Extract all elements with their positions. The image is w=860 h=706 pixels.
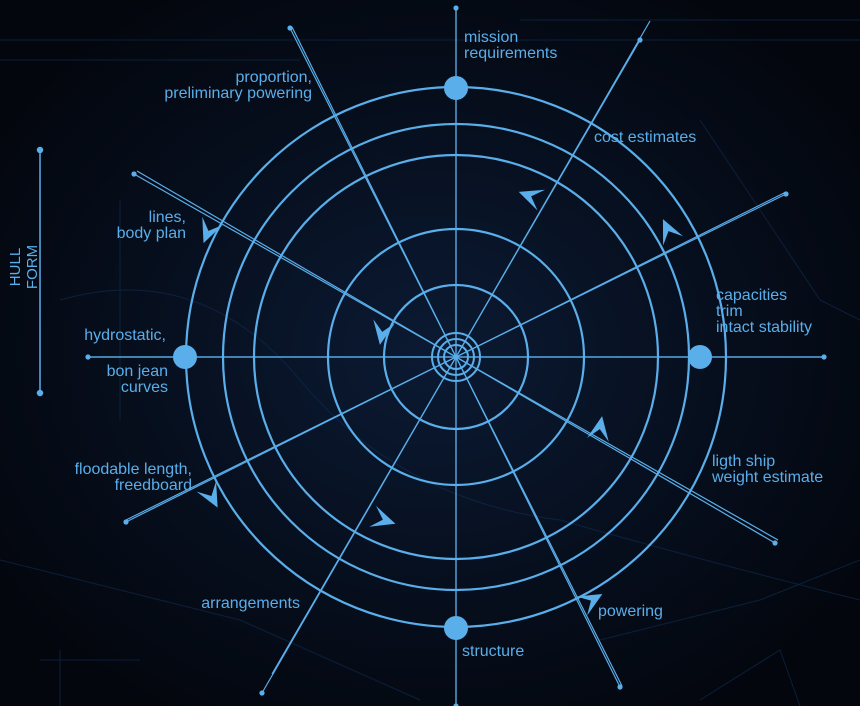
label-cost-estimates: cost estimates: [594, 129, 697, 146]
arrowhead: [202, 216, 223, 244]
arrowhead: [369, 505, 396, 527]
spiral-ring: [326, 227, 586, 487]
radial-end-dot: [821, 354, 827, 360]
radial-end-dot: [287, 25, 293, 31]
label-arrangements: arrangements: [201, 595, 300, 612]
radial-end-dot: [85, 354, 91, 360]
blueprint-texture: [0, 19, 860, 706]
spiral-ring: [252, 153, 660, 561]
label-proportion: proportion, preliminary powering: [164, 69, 312, 102]
radial-end-dot: [637, 37, 643, 43]
arrowhead: [662, 219, 684, 246]
center-ring: [437, 338, 475, 376]
arrowhead: [587, 416, 609, 442]
stage-node: [444, 76, 468, 100]
center-ring: [431, 332, 481, 382]
arrowhead: [576, 594, 603, 616]
label-capacities: capacities trim intact stability: [716, 287, 813, 336]
center-ring: [443, 344, 469, 370]
label-floodable-length: floodable length, freedboard: [74, 461, 192, 494]
label-lines-body-plan: lines, body plan: [116, 209, 186, 242]
stage-node: [444, 616, 468, 640]
radial-end-dot: [131, 171, 137, 177]
radial-end-dot: [453, 5, 459, 11]
stage-nodes: [173, 76, 712, 640]
hull-form-bracket: [36, 146, 44, 397]
spiral-arrows: [196, 189, 684, 616]
label-mission-requirements: mission requirements: [464, 29, 558, 62]
arrowhead: [518, 189, 546, 211]
radial-end-dot: [453, 703, 459, 706]
radial-end-dot: [123, 519, 129, 525]
label-hydrostatic: hydrostatic,: [84, 327, 166, 344]
stage-node: [173, 345, 197, 369]
label-light-ship-weight: ligth ship weight estimate: [712, 453, 824, 486]
arrowhead: [373, 319, 395, 345]
stage-node: [688, 345, 712, 369]
radial-line: [289, 27, 623, 687]
label-powering: powering: [598, 603, 663, 620]
arrowhead: [196, 481, 218, 508]
radial-end-dot: [617, 684, 623, 690]
label-structure: structure: [462, 643, 525, 660]
label-bon-jean-curves: bon jean curves: [106, 363, 168, 396]
endpoint-dots: [85, 5, 827, 706]
radial-end-dot: [783, 191, 789, 197]
radial-end-dot: [259, 690, 265, 696]
spiral-ring: [382, 283, 530, 431]
hull-form-label: HULL FORM: [7, 244, 41, 290]
radial-end-dot: [772, 540, 778, 546]
